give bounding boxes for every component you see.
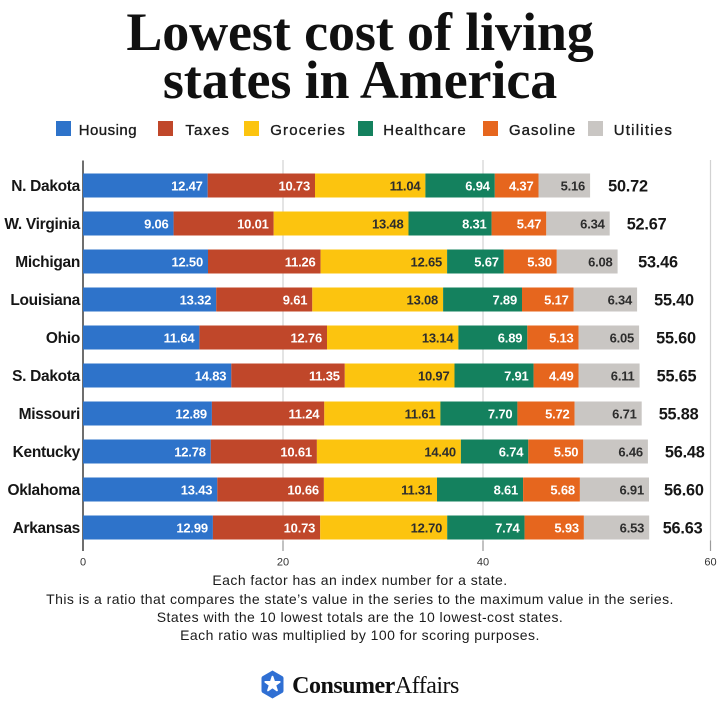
svg-text:7.91: 7.91 xyxy=(504,369,529,384)
svg-text:11.24: 11.24 xyxy=(288,407,320,422)
svg-text:7.70: 7.70 xyxy=(488,407,513,422)
svg-text:56.60: 56.60 xyxy=(664,482,704,500)
svg-text:11.26: 11.26 xyxy=(285,255,316,270)
svg-text:Kentucky: Kentucky xyxy=(13,444,81,461)
svg-text:6.91: 6.91 xyxy=(619,483,644,498)
svg-text:W. Virginia: W. Virginia xyxy=(4,216,80,233)
svg-text:12.78: 12.78 xyxy=(174,445,206,460)
svg-text:11.64: 11.64 xyxy=(164,331,196,346)
svg-text:Missouri: Missouri xyxy=(19,406,80,423)
svg-text:Ohio: Ohio xyxy=(46,330,80,347)
svg-text:10.61: 10.61 xyxy=(280,445,312,460)
svg-text:12.70: 12.70 xyxy=(411,521,443,536)
svg-text:11.04: 11.04 xyxy=(390,179,422,194)
svg-text:11.31: 11.31 xyxy=(401,483,432,498)
svg-text:10.97: 10.97 xyxy=(418,369,450,384)
svg-text:4.37: 4.37 xyxy=(509,179,534,194)
svg-text:12.99: 12.99 xyxy=(176,521,208,536)
svg-text:5.68: 5.68 xyxy=(550,483,575,498)
svg-text:5.30: 5.30 xyxy=(527,255,552,270)
svg-text:60: 60 xyxy=(704,557,716,569)
svg-text:5.67: 5.67 xyxy=(474,255,499,270)
svg-text:10.66: 10.66 xyxy=(287,483,319,498)
svg-text:50.72: 50.72 xyxy=(608,178,648,196)
svg-text:14.83: 14.83 xyxy=(195,369,227,384)
svg-text:6.08: 6.08 xyxy=(588,255,613,270)
svg-text:13.48: 13.48 xyxy=(372,217,404,232)
svg-text:10.73: 10.73 xyxy=(284,521,316,536)
svg-text:6.34: 6.34 xyxy=(580,217,605,232)
svg-text:6.05: 6.05 xyxy=(610,331,635,346)
svg-text:8.31: 8.31 xyxy=(462,217,487,232)
svg-text:20: 20 xyxy=(277,557,289,569)
svg-text:55.65: 55.65 xyxy=(657,368,697,386)
svg-text:7.89: 7.89 xyxy=(492,293,517,308)
svg-text:13.43: 13.43 xyxy=(181,483,213,498)
svg-text:5.13: 5.13 xyxy=(549,331,574,346)
svg-text:7.74: 7.74 xyxy=(495,521,520,536)
svg-text:12.65: 12.65 xyxy=(411,255,443,270)
svg-text:13.14: 13.14 xyxy=(422,331,455,346)
svg-text:53.46: 53.46 xyxy=(638,254,678,272)
svg-text:55.88: 55.88 xyxy=(659,406,699,424)
svg-text:S. Dakota: S. Dakota xyxy=(12,368,81,385)
svg-text:4.49: 4.49 xyxy=(549,369,574,384)
svg-text:5.50: 5.50 xyxy=(554,445,579,460)
svg-text:Michigan: Michigan xyxy=(15,254,80,271)
svg-text:13.08: 13.08 xyxy=(407,293,439,308)
svg-text:12.47: 12.47 xyxy=(171,179,203,194)
svg-text:9.61: 9.61 xyxy=(283,293,308,308)
svg-text:6.74: 6.74 xyxy=(499,445,524,460)
svg-text:56.48: 56.48 xyxy=(665,444,705,462)
svg-text:13.32: 13.32 xyxy=(180,293,212,308)
svg-text:6.53: 6.53 xyxy=(620,521,645,536)
svg-text:10.73: 10.73 xyxy=(278,179,310,194)
svg-text:Arkansas: Arkansas xyxy=(13,520,80,537)
svg-text:56.63: 56.63 xyxy=(663,520,703,538)
svg-text:11.61: 11.61 xyxy=(405,407,436,422)
svg-text:6.89: 6.89 xyxy=(498,331,523,346)
svg-text:12.76: 12.76 xyxy=(290,331,322,346)
svg-text:10.01: 10.01 xyxy=(237,217,269,232)
svg-text:6.34: 6.34 xyxy=(608,293,633,308)
svg-text:55.40: 55.40 xyxy=(654,292,694,310)
svg-text:40: 40 xyxy=(477,557,489,569)
svg-text:Louisiana: Louisiana xyxy=(10,292,80,309)
svg-text:12.89: 12.89 xyxy=(175,407,207,422)
svg-text:52.67: 52.67 xyxy=(627,216,667,234)
svg-text:11.35: 11.35 xyxy=(309,369,340,384)
svg-text:5.16: 5.16 xyxy=(561,179,586,194)
svg-text:6.71: 6.71 xyxy=(612,407,637,422)
svg-text:6.11: 6.11 xyxy=(611,369,635,384)
svg-text:5.72: 5.72 xyxy=(545,407,570,422)
svg-text:14.40: 14.40 xyxy=(424,445,456,460)
svg-text:5.17: 5.17 xyxy=(544,293,569,308)
svg-text:5.93: 5.93 xyxy=(554,521,579,536)
svg-text:6.46: 6.46 xyxy=(618,445,643,460)
svg-text:9.06: 9.06 xyxy=(144,217,169,232)
svg-text:5.47: 5.47 xyxy=(517,217,542,232)
svg-text:55.60: 55.60 xyxy=(656,330,696,348)
svg-text:8.61: 8.61 xyxy=(494,483,519,498)
svg-text:Oklahoma: Oklahoma xyxy=(7,482,80,499)
svg-text:0: 0 xyxy=(80,557,86,569)
svg-text:12.50: 12.50 xyxy=(171,255,203,270)
svg-text:N. Dakota: N. Dakota xyxy=(11,178,80,195)
svg-text:6.94: 6.94 xyxy=(465,179,490,194)
